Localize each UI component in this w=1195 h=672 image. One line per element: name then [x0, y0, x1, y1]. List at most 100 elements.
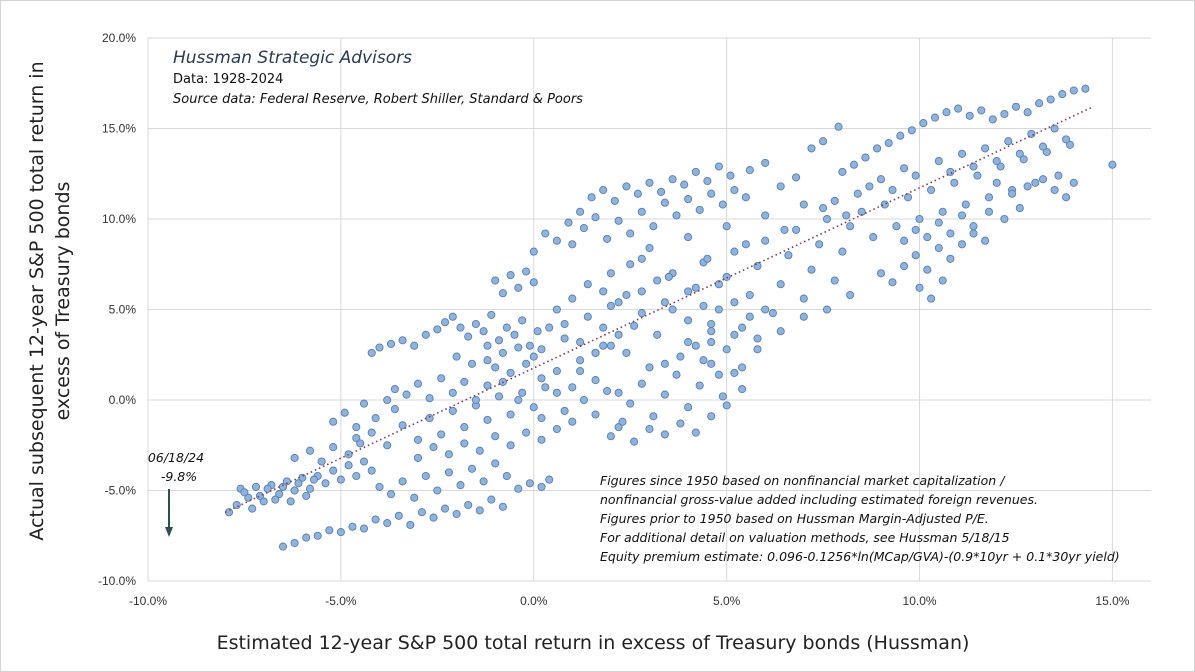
- x-axis-ticks: -10.0% -5.0% 0.0% 5.0% 10.0% 15.0%: [129, 594, 1130, 608]
- note-line-3: Figures prior to 1950 based on Hussman M…: [600, 511, 989, 526]
- scatter-point: [637, 309, 646, 318]
- scatter-point: [348, 522, 357, 531]
- scatter-point: [1069, 178, 1078, 187]
- scatter-point: [471, 395, 480, 405]
- scatter-point: [846, 222, 855, 231]
- scatter-point: [807, 144, 816, 153]
- scatter-point: [942, 108, 951, 117]
- scatter-point: [776, 182, 785, 191]
- scatter-point: [614, 330, 623, 339]
- scatter-point: [552, 236, 561, 245]
- scatter-point: [722, 272, 731, 281]
- scatter-point: [684, 195, 693, 204]
- scatter-point: [807, 265, 816, 274]
- scatter-point: [664, 272, 673, 281]
- annotation-date: 06/18/24: [148, 450, 204, 465]
- y-axis-label-line-1: Actual subsequent 12-year S&P 500 total …: [26, 61, 48, 540]
- scatter-point: [969, 162, 978, 171]
- scatter-point: [745, 312, 754, 321]
- scatter-point: [630, 321, 639, 330]
- y-axis-ticks: -10.0% -5.0% 0.0% 5.0% 10.0% 15.0% 20.0%: [98, 31, 136, 588]
- scatter-point: [830, 276, 839, 285]
- scatter-point: [417, 508, 426, 517]
- scatter-point: [907, 126, 916, 135]
- scatter-point: [1031, 178, 1040, 187]
- scatter-point: [390, 405, 399, 414]
- scatter-point: [433, 325, 442, 334]
- scatter-point: [591, 410, 600, 419]
- scatter-point: [464, 500, 473, 510]
- scatter-point: [680, 180, 689, 189]
- scatter-point: [1015, 149, 1024, 158]
- scatter-point: [1000, 109, 1009, 119]
- scatter-point: [313, 531, 322, 540]
- scatter-point: [305, 446, 315, 455]
- scatter-point: [649, 412, 658, 421]
- scatter-point: [714, 162, 723, 171]
- scatter-point: [718, 392, 727, 401]
- scatter-point: [367, 466, 376, 475]
- scatter-point: [741, 240, 750, 249]
- scatter-point: [352, 423, 361, 432]
- scatter-point: [425, 414, 434, 423]
- scatter-point: [390, 385, 399, 394]
- scatter-point: [599, 287, 608, 296]
- scatter-point: [695, 205, 704, 214]
- y-tick-label: 10.0%: [102, 212, 136, 226]
- y-tick-label: 5.0%: [109, 303, 137, 317]
- scatter-point: [1069, 86, 1078, 95]
- scatter-point: [660, 198, 669, 207]
- scatter-point: [255, 491, 264, 500]
- x-tick-label: -5.0%: [325, 594, 357, 608]
- scatter-point: [614, 216, 623, 225]
- scatter-point: [576, 338, 585, 347]
- scatter-point: [263, 484, 272, 493]
- scatter-point: [564, 218, 573, 227]
- scatter-point: [730, 330, 739, 339]
- scatter-point: [915, 283, 924, 292]
- chart-title: Hussman Strategic Advisors: [173, 48, 412, 68]
- scatter-point: [707, 412, 716, 421]
- scatter-point: [622, 348, 631, 357]
- scatter-point: [707, 319, 716, 329]
- scatter-point: [1023, 182, 1032, 191]
- scatter-point: [487, 495, 496, 504]
- scatter-point: [359, 524, 369, 533]
- scatter-point: [799, 294, 808, 303]
- scatter-point: [506, 368, 515, 377]
- scatter-point: [660, 298, 669, 307]
- scatter-point: [537, 345, 546, 354]
- scatter-point: [761, 158, 770, 167]
- scatter-point: [684, 403, 693, 412]
- scatter-point: [456, 323, 465, 332]
- scatter-point: [599, 185, 608, 195]
- scatter-point: [356, 439, 365, 448]
- scatter-point: [568, 417, 577, 426]
- scatter-point: [923, 233, 932, 242]
- scatter-point: [514, 343, 523, 352]
- scatter-point: [622, 290, 631, 300]
- scatter-point: [1108, 160, 1117, 169]
- scatter-point: [522, 359, 531, 368]
- scatter-point: [317, 457, 326, 466]
- scatter-point: [545, 323, 554, 332]
- scatter-point: [691, 428, 700, 437]
- scatter-point: [406, 520, 415, 529]
- scatter-point: [425, 394, 434, 403]
- scatter-point: [637, 207, 646, 216]
- scatter-point: [340, 408, 349, 417]
- scatter-point: [552, 388, 561, 397]
- scatter-point: [552, 424, 561, 434]
- scatter-point: [271, 495, 280, 504]
- x-tick-label: 5.0%: [713, 594, 741, 608]
- scatter-point: [606, 432, 615, 441]
- scatter-point: [448, 388, 457, 397]
- scatter-point: [386, 490, 396, 499]
- scatter-point: [591, 348, 600, 357]
- scatter-point: [1081, 84, 1090, 93]
- scatter-point: [498, 502, 507, 511]
- scatter-point: [911, 225, 920, 234]
- scatter-point: [633, 189, 642, 198]
- scatter-point: [336, 528, 345, 537]
